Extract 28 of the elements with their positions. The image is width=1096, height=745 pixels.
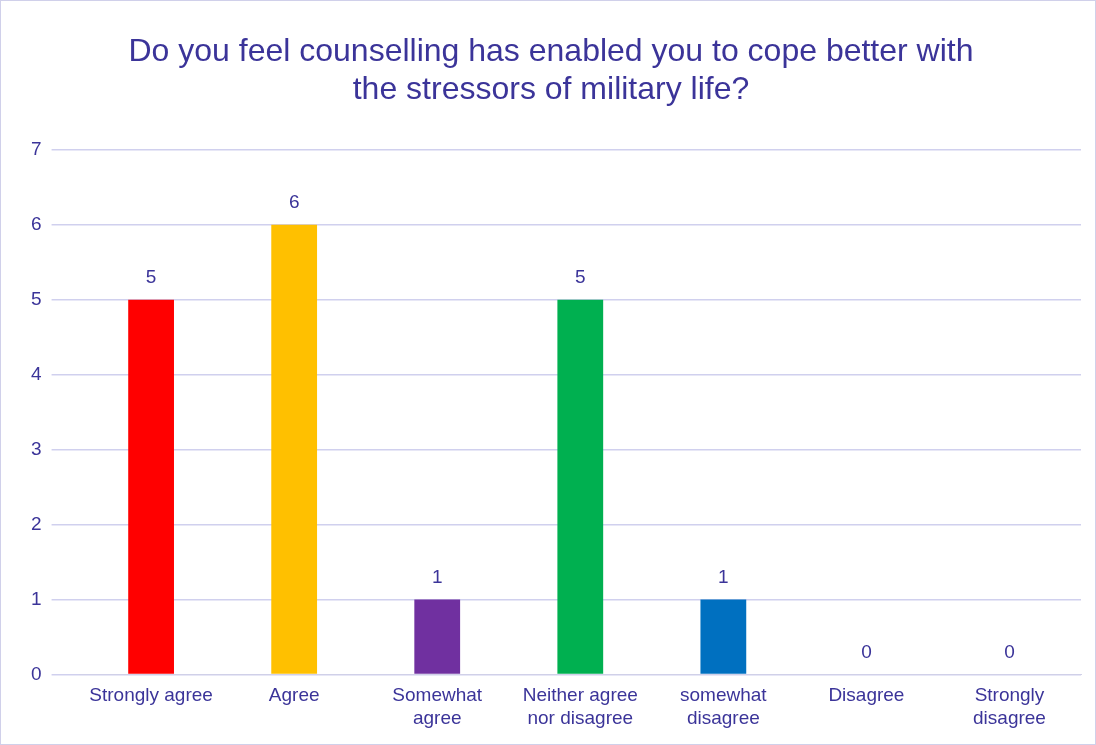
bar <box>700 599 747 674</box>
chart-title: Do you feel counselling has enabled you to cope better with the stressors of military life? <box>128 32 974 107</box>
x-tick-label: Disagree <box>828 684 905 706</box>
data-label: 0 <box>1004 641 1015 663</box>
y-tick-label: 2 <box>30 512 42 534</box>
data-label: 5 <box>145 266 157 288</box>
x-tick-label: Agree <box>268 684 320 706</box>
bar <box>557 299 604 674</box>
bar <box>271 224 318 674</box>
y-tick-label: 7 <box>30 138 42 160</box>
x-tick-label: Neither agree nor disagree <box>522 684 638 728</box>
x-tick-label: Somewhat agree <box>392 684 483 728</box>
data-label: 1 <box>431 566 443 588</box>
data-label: 5 <box>574 266 586 288</box>
data-label: 1 <box>718 566 729 588</box>
y-tick-label: 4 <box>30 362 42 384</box>
x-tick-label: somewhat disagree <box>680 684 768 728</box>
data-label: 0 <box>861 641 872 663</box>
y-tick-label: 6 <box>30 212 42 234</box>
y-tick-label: 5 <box>30 287 42 309</box>
y-tick-label: 3 <box>30 437 42 459</box>
y-tick-label: 1 <box>30 587 42 609</box>
bar <box>414 599 461 674</box>
x-tick-label: Strongly disagree <box>973 684 1046 728</box>
bar <box>128 299 174 674</box>
data-label: 6 <box>288 191 300 213</box>
x-tick-label: Strongly agree <box>89 684 213 706</box>
y-tick-label: 0 <box>30 662 42 684</box>
